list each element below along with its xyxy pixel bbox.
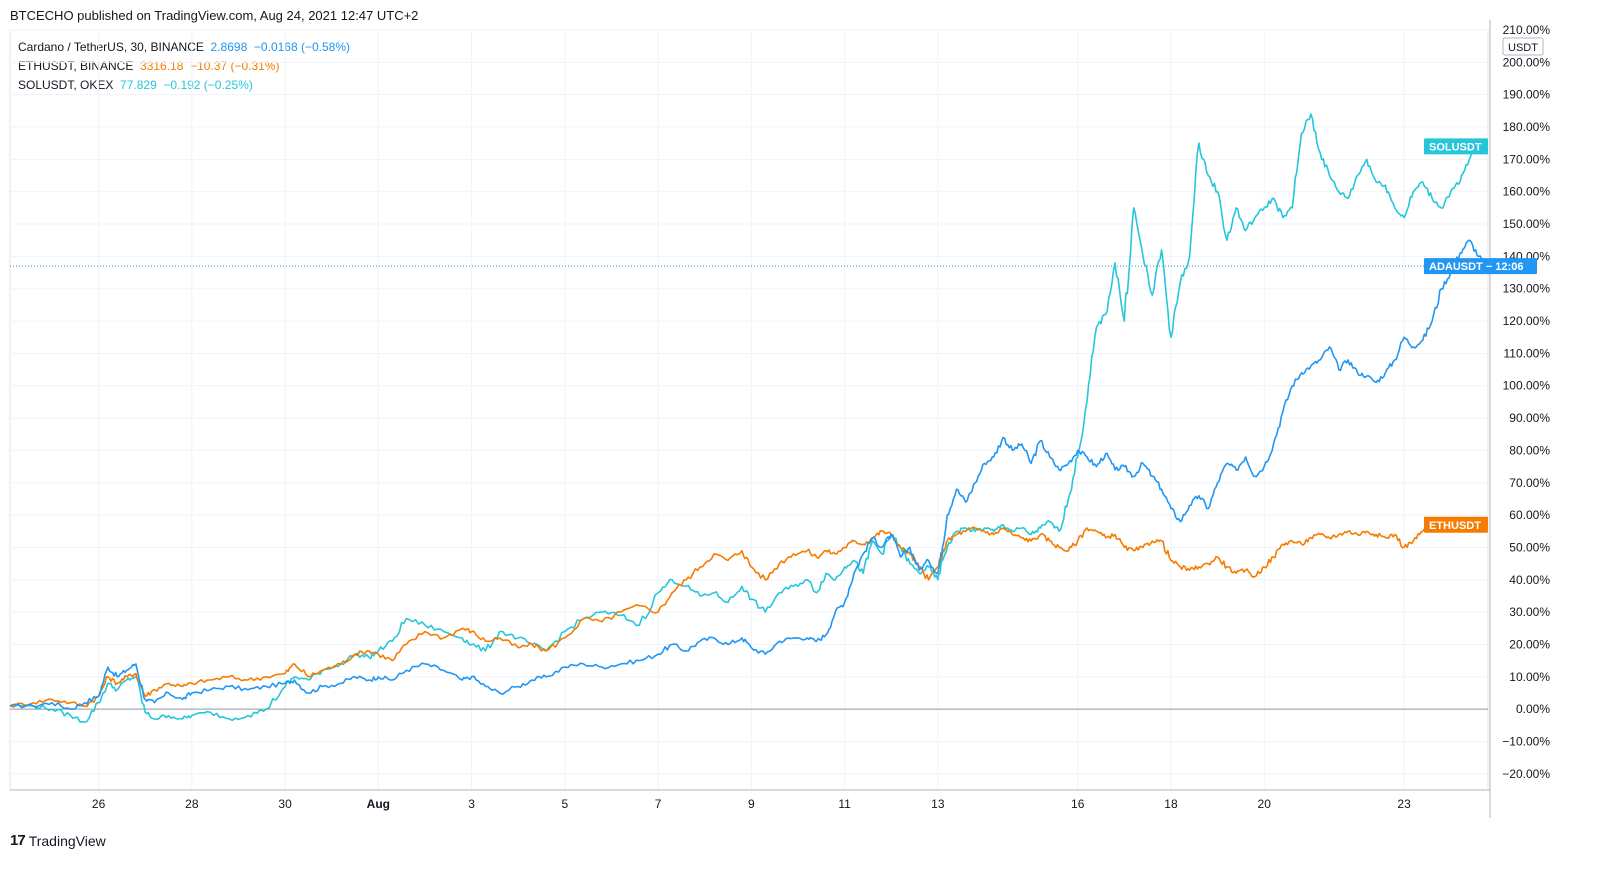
x-tick-label: 11 (838, 797, 851, 811)
x-tick-label: 30 (278, 797, 292, 811)
y-tick-label: 160.00% (1503, 185, 1551, 199)
publisher-header: BTCECHO published on TradingView.com, Au… (10, 8, 418, 23)
series-line-ethusdt[interactable] (9, 519, 1489, 708)
y-tick-label: 10.00% (1509, 670, 1550, 684)
y-tick-label: 60.00% (1509, 508, 1550, 522)
x-tick-label: 20 (1258, 797, 1272, 811)
y-tick-label: 50.00% (1509, 540, 1550, 554)
x-tick-label: 28 (185, 797, 199, 811)
x-tick-label: 18 (1164, 797, 1178, 811)
y-tick-label: 170.00% (1503, 152, 1551, 166)
y-tick-label: −20.00% (1502, 767, 1550, 781)
x-tick-label: 5 (561, 797, 568, 811)
y-tick-label: 70.00% (1509, 476, 1550, 490)
series-tag-adausdt[interactable] (1424, 258, 1537, 275)
y-tick-label: 30.00% (1509, 605, 1550, 619)
x-tick-label: 16 (1071, 797, 1085, 811)
tradingview-logo-icon: 17 (10, 832, 26, 849)
y-tick-label: 20.00% (1509, 637, 1550, 651)
x-tick-label: 23 (1397, 797, 1411, 811)
footer-brand: 17 TradingView (10, 832, 106, 849)
unit-box[interactable] (1502, 37, 1544, 56)
y-tick-label: 90.00% (1509, 411, 1550, 425)
y-tick-label: 110.00% (1504, 346, 1551, 360)
y-tick-label: 200.00% (1503, 55, 1551, 69)
x-tick-label: 7 (655, 797, 662, 811)
y-tick-label: 100.00% (1503, 379, 1551, 393)
y-tick-label: 130.00% (1503, 282, 1551, 296)
legend-change: −0.0168 (−0.58%) (253, 40, 350, 54)
legend-change: −0.192 (−0.25%) (163, 78, 253, 92)
x-tick-label: Aug (367, 797, 390, 811)
legend-price: 2.8698 (210, 40, 248, 54)
legend-symbol: SOLUSDT, OKEX (18, 78, 114, 92)
y-tick-label: 80.00% (1509, 443, 1550, 457)
chart-legend: Cardano / TetherUS, 30, BINANCE 2.8698 −… (18, 38, 350, 95)
x-tick-label: 26 (92, 797, 106, 811)
y-tick-label: 180.00% (1503, 120, 1551, 134)
legend-price: 77.829 (120, 78, 157, 92)
x-tick-label: 13 (931, 797, 945, 811)
x-tick-label: 3 (468, 797, 475, 811)
legend-row-ada[interactable]: Cardano / TetherUS, 30, BINANCE 2.8698 −… (18, 38, 350, 57)
y-tick-label: 120.00% (1503, 314, 1551, 328)
series-tag-ethusdt[interactable] (1424, 516, 1488, 533)
y-tick-label: 40.00% (1509, 573, 1550, 587)
x-tick-label: 9 (748, 797, 755, 811)
series-tag-label: SOLUSDT (1429, 141, 1482, 153)
series-tag-label: ADAUSDT − 12:06 (1429, 261, 1523, 273)
brand-name: TradingView (28, 832, 106, 849)
unit-label: USDT (1508, 42, 1538, 54)
y-tick-label: 150.00% (1503, 217, 1551, 231)
legend-row-sol[interactable]: SOLUSDT, OKEX 77.829 −0.192 (−0.25%) (18, 76, 350, 95)
series-tag-label: ETHUSDT (1429, 520, 1481, 532)
series-tag-solusdt[interactable] (1424, 138, 1488, 155)
series-line-adausdt[interactable] (9, 239, 1489, 710)
published-text: BTCECHO published on TradingView.com, Au… (10, 8, 419, 23)
y-tick-label: 190.00% (1503, 88, 1551, 102)
legend-symbol: Cardano / TetherUS, 30, BINANCE (18, 40, 204, 54)
y-tick-label: −10.00% (1502, 734, 1550, 748)
y-tick-label: 210.00% (1503, 23, 1551, 37)
y-tick-label: 0.00% (1516, 702, 1550, 716)
